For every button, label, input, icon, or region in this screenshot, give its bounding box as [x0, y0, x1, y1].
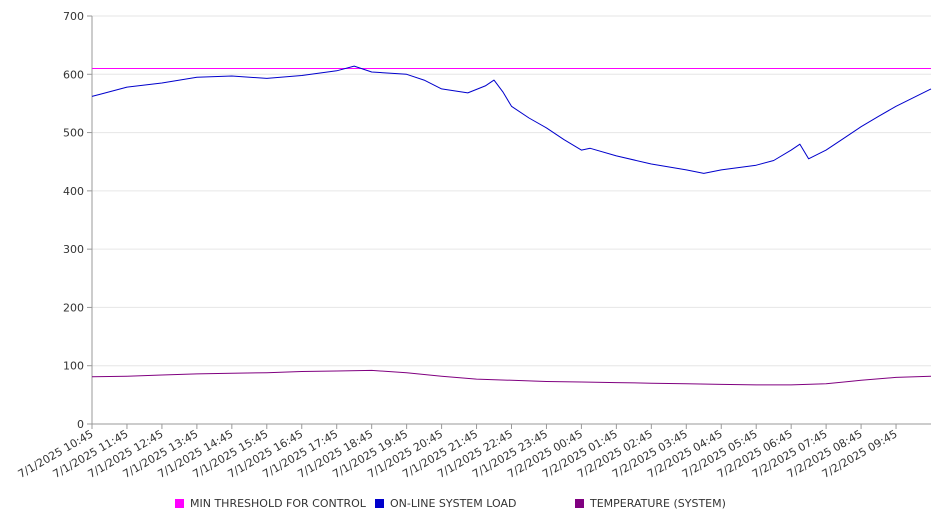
- y-tick-label-300: 300: [63, 243, 84, 256]
- legend-swatch-threshold: [175, 499, 184, 508]
- system-load-line: [91, 65, 932, 174]
- y-tick-label-600: 600: [63, 68, 84, 81]
- temperature-line: [91, 369, 932, 386]
- y-tick-label-100: 100: [63, 360, 84, 373]
- legend-label-temperature: TEMPERATURE (SYSTEM): [590, 497, 726, 510]
- legend-item-threshold[interactable]: MIN THRESHOLD FOR CONTROL: [175, 497, 366, 510]
- y-tick-label-400: 400: [63, 185, 84, 198]
- legend: MIN THRESHOLD FOR CONTROL ON-LINE SYSTEM…: [0, 497, 946, 515]
- legend-swatch-temperature: [575, 499, 584, 508]
- series-lines: [91, 65, 932, 386]
- legend-item-system-load[interactable]: ON-LINE SYSTEM LOAD: [375, 497, 516, 510]
- y-tick-label-700: 700: [63, 10, 84, 23]
- legend-item-temperature[interactable]: TEMPERATURE (SYSTEM): [575, 497, 726, 510]
- y-tick-label-500: 500: [63, 127, 84, 140]
- y-tick-label-200: 200: [63, 301, 84, 314]
- legend-label-system-load: ON-LINE SYSTEM LOAD: [390, 497, 517, 510]
- grid: [92, 15, 931, 367]
- legend-label-threshold: MIN THRESHOLD FOR CONTROL: [190, 497, 366, 510]
- y-axis-ticks: 0 100 200 300 400 500 600 700: [63, 10, 92, 431]
- legend-swatch-system-load: [375, 499, 384, 508]
- y-tick-label-0: 0: [77, 418, 84, 431]
- x-axis-ticks: 7/1/2025 10:457/1/2025 11:457/1/2025 12:…: [16, 424, 900, 481]
- axes: [91, 16, 931, 425]
